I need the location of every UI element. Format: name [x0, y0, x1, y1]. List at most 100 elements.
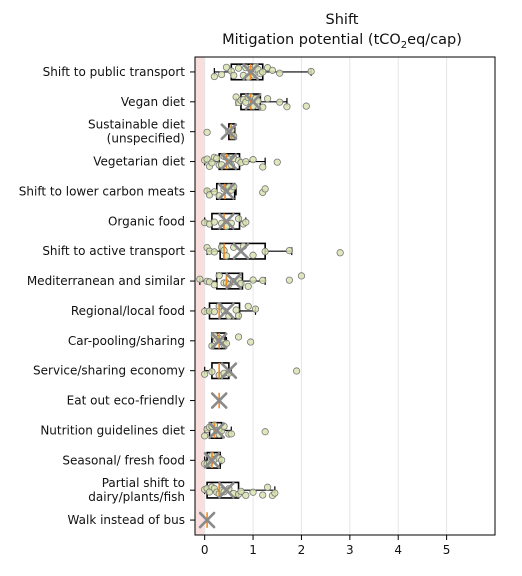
- mean-marker-b-14: [218, 481, 235, 499]
- data-point-8-2: [210, 308, 218, 316]
- data-point-7-3: [210, 281, 218, 289]
- mean-marker-b-0: [242, 63, 259, 81]
- data-point-3-5: [213, 154, 221, 162]
- data-point-6-11: [336, 249, 344, 257]
- mean-marker-b-15: [198, 511, 216, 529]
- data-point-14-16: [263, 483, 272, 491]
- chart-title: Shift: [326, 12, 359, 28]
- category-label-10-0: Service/sharing economy: [33, 364, 185, 378]
- category-label-6-0: Shift to active transport: [42, 244, 185, 258]
- chart-subtitle-tail: eq/cap): [407, 32, 462, 48]
- data-point-14-13: [242, 491, 250, 500]
- chart-subtitle-main: Mitigation potential (tCO: [222, 32, 401, 48]
- x-tick-label-3: 3: [346, 543, 354, 557]
- data-point-9-7: [234, 333, 243, 341]
- data-point-5-8: [242, 218, 250, 226]
- chart-subtitle-sub: 2: [401, 40, 407, 51]
- data-point-4-2: [210, 188, 218, 196]
- category-label-14-1: dairy/plants/fish: [88, 490, 185, 504]
- category-label-14-0: Partial shift to: [102, 476, 185, 490]
- data-point-1-12: [276, 98, 284, 106]
- data-point-0-14: [259, 68, 267, 76]
- mean-marker-b-7: [225, 272, 243, 290]
- data-point-3-17: [259, 163, 267, 171]
- mean-marker-b-11: [210, 392, 228, 409]
- data-point-0-16: [268, 66, 277, 74]
- mean-marker-b-1: [244, 93, 262, 111]
- plot-frame: [194, 56, 496, 536]
- category-label-1-0: Vegan diet: [121, 95, 185, 109]
- category-label-12-0: Nutrition guidelines diet: [40, 423, 185, 437]
- mean-marker-b-9: [210, 332, 228, 350]
- category-label-8-0: Regional/local food: [71, 304, 185, 318]
- x-tick-label-0: 0: [201, 543, 209, 557]
- category-label-7-0: Mediterranean and similar: [27, 274, 185, 288]
- data-point-8-7: [234, 312, 243, 320]
- category-label-15-0: Walk instead of bus: [68, 513, 185, 527]
- chart-subtitle: Mitigation potential (tCO2eq/cap): [222, 32, 462, 51]
- data-point-7-13: [259, 276, 267, 284]
- category-label-2-1: (unspecified): [107, 132, 185, 146]
- category-label-2-0: Sustainable diet: [88, 118, 185, 132]
- data-point-4-10: [261, 185, 269, 193]
- data-point-5-2: [210, 218, 218, 226]
- data-point-7-0: [196, 275, 204, 283]
- zero-band: [195, 57, 205, 535]
- mean-marker-b-6: [232, 242, 250, 260]
- data-point-3-16: [249, 156, 257, 164]
- data-point-8-8: [244, 302, 252, 310]
- plot-area: 0 1 2 3 4 5 Shift to public transport Vegan die…: [19, 56, 496, 557]
- data-point-1-14: [302, 102, 310, 110]
- data-point-0-0: [210, 72, 218, 81]
- x-tick-label-5: 5: [443, 543, 451, 557]
- data-point-8-9: [251, 305, 260, 313]
- category-label-5-0: Organic food: [108, 214, 185, 228]
- data-point-3-1: [203, 155, 211, 163]
- mean-marker-b-12: [208, 422, 226, 439]
- mean-marker-b-3: [220, 153, 238, 170]
- category-label-9-0: Car-pooling/sharing: [68, 334, 185, 348]
- category-label-4-0: Shift to lower carbon meats: [19, 184, 185, 198]
- x-tick-label-1: 1: [249, 543, 257, 557]
- data-point-12-11: [261, 428, 269, 436]
- data-point-3-15: [242, 158, 250, 166]
- data-point-6-8: [249, 251, 257, 259]
- data-point-1-13: [283, 103, 291, 111]
- data-point-0-1: [218, 70, 226, 79]
- mean-marker-b-5: [218, 213, 235, 230]
- data-point-0-17: [276, 69, 284, 77]
- data-point-0-18: [307, 67, 315, 76]
- data-point-7-12: [249, 276, 257, 284]
- x-tick-label-2: 2: [298, 543, 306, 557]
- data-point-14-12: [237, 487, 245, 495]
- category-label-3-0: Vegetarian diet: [93, 155, 185, 169]
- mean-marker-b-2: [220, 123, 238, 140]
- mean-marker-b-4: [218, 183, 235, 200]
- data-point-10-1: [208, 368, 216, 376]
- data-point-7-15: [297, 272, 306, 280]
- data-point-2-0: [203, 128, 211, 136]
- data-point-14-18: [271, 489, 279, 497]
- data-point-10-5: [293, 367, 301, 375]
- data-point-12-0: [201, 432, 209, 440]
- data-point-1-11: [263, 95, 272, 103]
- data-point-14-15: [259, 491, 267, 499]
- data-point-10-0: [201, 370, 209, 378]
- mean-marker-b-13: [203, 452, 221, 469]
- data-point-0-5: [234, 64, 243, 72]
- data-point-13-6: [218, 456, 226, 464]
- mean-marker-b-10: [220, 362, 238, 379]
- data-point-0-2: [222, 63, 231, 71]
- data-point-6-9: [261, 247, 269, 256]
- category-label-13-0: Seasonal/ fresh food: [62, 453, 185, 467]
- data-point-14-14: [249, 488, 257, 496]
- x-tick-label-4: 4: [394, 543, 402, 557]
- data-point-5-6: [234, 215, 243, 223]
- data-point-7-14: [285, 276, 293, 284]
- data-point-6-10: [285, 247, 293, 255]
- data-point-12-10: [227, 430, 235, 438]
- data-point-7-11: [244, 282, 252, 290]
- data-point-0-4: [230, 71, 238, 80]
- category-label-11-0: Eat out eco-friendly: [67, 394, 185, 408]
